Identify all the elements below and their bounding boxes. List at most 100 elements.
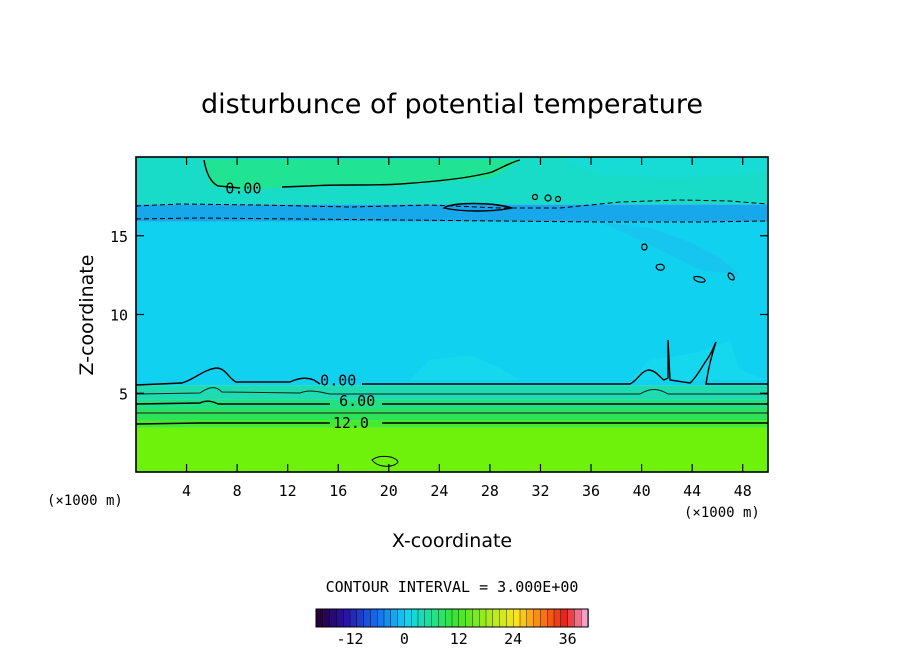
upper-cyan-patch <box>560 158 768 178</box>
contour-blob-3 <box>544 194 552 202</box>
y-axis-label: Z-coordinate <box>76 255 98 376</box>
colorbar-tick-label: 36 <box>559 630 577 648</box>
x-tick-label: 48 <box>734 482 752 500</box>
colorbar-cell <box>513 608 521 628</box>
colorbar-cell <box>377 608 385 628</box>
colorbar-cell <box>547 608 555 628</box>
x-tick-label: 32 <box>531 482 549 500</box>
colorbar-cell <box>336 608 344 628</box>
contour-thin-1 <box>135 387 768 395</box>
contour-12 <box>135 422 768 425</box>
contour-blob-2 <box>531 193 539 201</box>
band-2 <box>136 409 768 421</box>
colorbar-cell <box>397 608 406 628</box>
colorbar-cell <box>438 608 446 628</box>
colorbar-cell <box>581 608 589 628</box>
colorbar-cell <box>506 608 514 628</box>
colorbar-cell <box>553 608 562 628</box>
colorbar-cell <box>370 608 378 628</box>
colorbar-cell <box>322 608 331 628</box>
colorbar-cell <box>431 608 440 628</box>
colorbar-cell <box>492 608 501 628</box>
colorbar-ticks: -12 0 12 24 36 <box>336 630 576 648</box>
contour-label-2: 6.00 <box>339 392 375 410</box>
x-tick-label: 24 <box>430 482 448 500</box>
right-blue-plume <box>600 222 740 275</box>
colorbar-cell <box>458 608 467 628</box>
x-axis-label: X-coordinate <box>392 530 512 552</box>
colorbar-cell <box>499 608 508 628</box>
colorbar-cell <box>567 608 576 628</box>
x-tick-label: 44 <box>683 482 701 500</box>
contour-small-loop <box>371 455 399 467</box>
colorbar-cell <box>472 608 480 628</box>
contour-interval-text: CONTOUR INTERVAL = 3.000E+00 <box>326 578 579 596</box>
colorbar-cell <box>451 608 460 628</box>
colorbar-tick-label: 24 <box>504 630 522 648</box>
color-bands <box>136 157 768 472</box>
y-tick-label: 5 <box>119 385 128 403</box>
colorbar-cell <box>349 608 358 628</box>
contour-lines <box>135 159 769 467</box>
contour-dash-lower <box>135 217 769 223</box>
colorbar <box>315 608 589 628</box>
colorbar-cell <box>417 608 426 628</box>
x-tick-label: 8 <box>233 482 242 500</box>
y-tick-label: 10 <box>110 307 128 325</box>
colorbar-tick-label: 0 <box>400 630 409 648</box>
colorbar-cell <box>519 608 528 628</box>
y-axis-ticks: 5 10 15 <box>110 228 768 403</box>
colorbar-cell <box>465 608 474 628</box>
colorbar-cell <box>526 608 535 628</box>
colorbar-cell <box>540 608 548 628</box>
contour-6 <box>135 400 768 405</box>
contour-blob-1 <box>442 202 513 212</box>
field-details <box>205 158 768 380</box>
colorbar-cell <box>329 608 338 628</box>
colorbar-cell <box>356 608 365 628</box>
lower-cyan-patch <box>410 355 520 380</box>
contour-blob-6 <box>655 263 665 271</box>
colorbar-cell <box>343 608 351 628</box>
x-tick-label: 36 <box>582 482 600 500</box>
x-tick-label: 4 <box>182 482 191 500</box>
x-tick-label: 40 <box>633 482 651 500</box>
contour-0-top <box>203 159 521 189</box>
contour-labels: 0.00 0.00 6.00 12.0 <box>225 180 375 433</box>
colorbar-cell <box>560 608 569 628</box>
contour-blob-7 <box>693 275 706 283</box>
colorbar-cell <box>574 608 582 628</box>
colorbar-cell <box>445 608 453 628</box>
x-axis-ticks: 4 8 12 16 20 24 28 32 36 40 44 48 <box>182 157 752 500</box>
colorbar-tick-label: 12 <box>450 630 468 648</box>
colorbar-cell <box>424 608 433 628</box>
colorbar-cell <box>390 608 399 628</box>
contour-blob-4 <box>554 195 562 203</box>
colorbar-cell <box>383 608 392 628</box>
colorbar-frame <box>315 608 589 628</box>
chart-title: disturbunce of potential temperature <box>201 89 703 120</box>
contour-blob-8 <box>727 272 735 281</box>
colorbar-cell <box>485 608 494 628</box>
contour-label-0: 0.00 <box>225 180 261 198</box>
band-1 <box>136 420 768 428</box>
contour-label-1: 0.00 <box>320 372 356 390</box>
x-tick-label: 28 <box>481 482 499 500</box>
colorbar-cell <box>533 608 542 628</box>
colorbar-cell <box>363 608 372 628</box>
band-6 <box>136 204 768 222</box>
x-tick-label: 16 <box>329 482 347 500</box>
contour-blob-5 <box>641 243 648 251</box>
colorbar-cell <box>411 608 419 628</box>
contour-label-3: 12.0 <box>333 414 369 432</box>
x-tick-label: 12 <box>279 482 297 500</box>
band-4 <box>136 385 768 400</box>
colorbar-cell <box>404 608 412 628</box>
y-tick-label: 15 <box>110 228 128 246</box>
colorbar-tick-label: -12 <box>336 630 363 648</box>
x-tick-label: 20 <box>380 482 398 500</box>
upper-green-patch <box>205 160 520 190</box>
contour-dash-upper <box>135 199 769 209</box>
contour-0-low <box>135 339 768 386</box>
